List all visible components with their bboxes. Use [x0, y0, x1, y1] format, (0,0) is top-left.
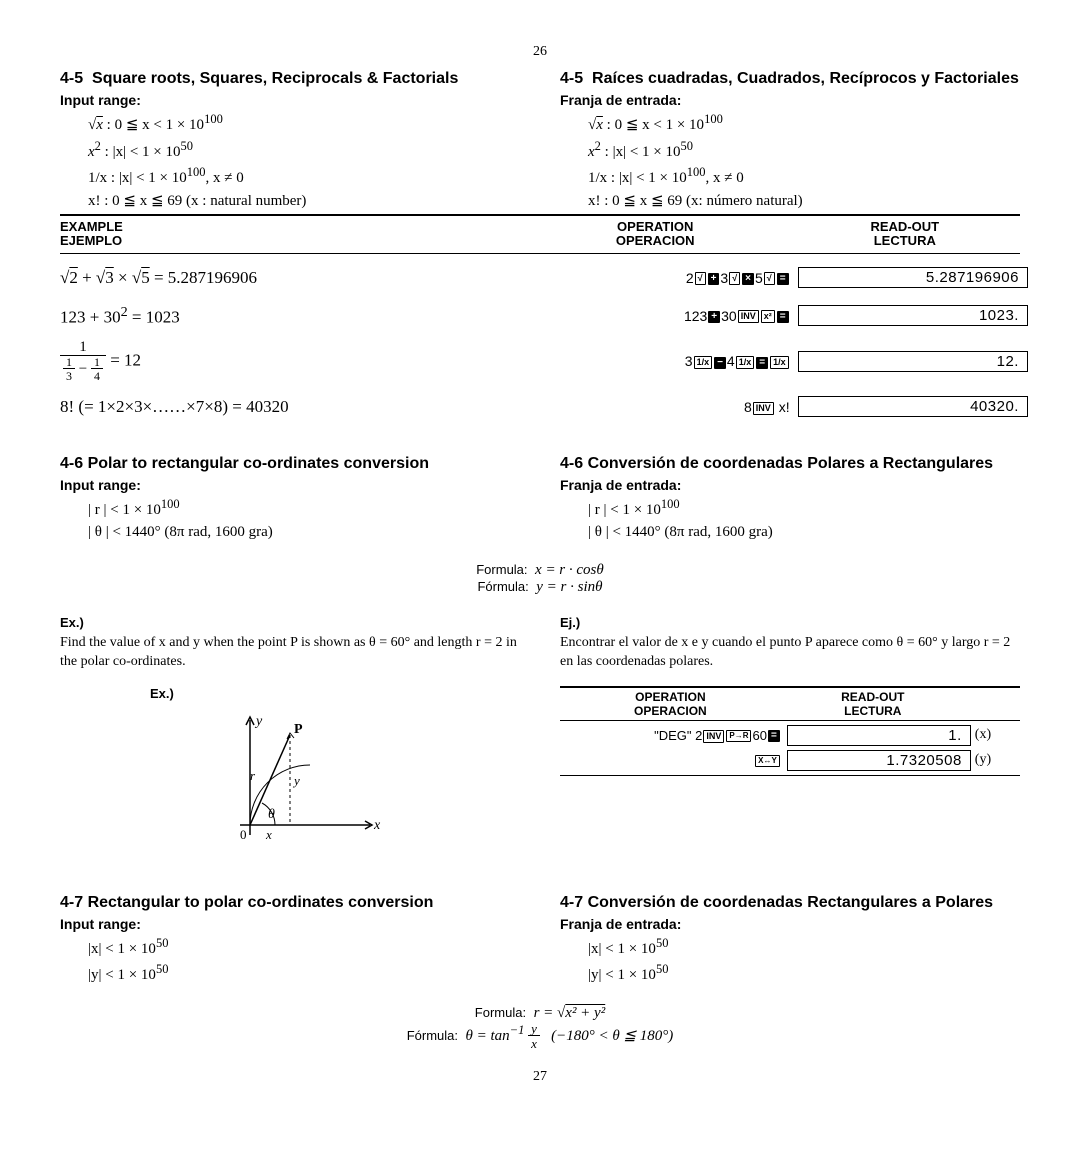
example-readout: 1023. [798, 305, 1028, 326]
heading-4-5-en: 4-5 Square roots, Squares, Reciprocals &… [90, 70, 520, 88]
svg-text:y: y [254, 714, 263, 729]
range-x-en: |x| < 1 × 1050 [88, 934, 520, 961]
range-label-46-es: Franja de entrada: [560, 477, 1020, 493]
range-sqrt-es: √x : 0 ≦ x < 1 × 10100 [588, 110, 1020, 137]
formula-47-r: r = √x² + y² [534, 1005, 606, 1021]
operation-row: "DEG" 2INVP→R60=1.(x) [560, 725, 1020, 746]
formula-46: Formula: x = r · cosθ Fórmula: y = r · s… [60, 562, 1020, 596]
heading-4-6-es: 4-6 Conversión de coordenadas Polares a … [590, 455, 1020, 473]
svg-text:r: r [250, 768, 256, 783]
range-r-en: | r | < 1 × 10100 [88, 495, 520, 522]
example-46-text: Ex.) Find the value of x and y when the … [60, 614, 1020, 672]
operation-suffix: (y) [971, 752, 1030, 768]
example-row: 8! (= 1×2×3×……×7×8) = 403208INV x!40320. [60, 393, 1020, 421]
example-46-diagram-row: Ex.) P y x 0 θ r y x [60, 680, 1020, 860]
heading-4-7-es: 4-7 Conversión de coordenadas Rectangula… [590, 894, 1020, 912]
example-46-es-body: Encontrar el valor de x e y cuando el pu… [560, 635, 1010, 669]
range-sq-es: x2 : |x| < 1 × 1050 [588, 137, 1020, 164]
range-label-47-es: Franja de entrada: [560, 916, 1020, 932]
example-row: √2 + √3 × √5 = 5.2871969062√+3√×5√=5.287… [60, 264, 1020, 292]
range-label-46-en: Input range: [60, 477, 520, 493]
section-4-5: 4-5 Square roots, Squares, Reciprocals &… [60, 70, 1020, 212]
operation-suffix: (x) [971, 727, 1030, 743]
svg-text:x: x [265, 827, 272, 842]
example-readout: 12. [798, 351, 1028, 372]
example-operation: 123+30INVx²= [521, 308, 798, 324]
range-fact-en: x! : 0 ≦ x ≦ 69 (x : natural number) [88, 190, 520, 213]
range-fact-es: x! : 0 ≦ x ≦ 69 (x: número natural) [588, 190, 1020, 213]
range-label-47-en: Input range: [60, 916, 520, 932]
example-readout: 5.287196906 [798, 267, 1028, 288]
example-46-en-body: Find the value of x and y when the point… [60, 635, 517, 669]
example-expr: 8! (= 1×2×3×……×7×8) = 40320 [60, 397, 521, 417]
range-theta-es: | θ | < 1440° (8π rad, 1600 gra) [588, 521, 1020, 544]
input-range-label-en: Input range: [60, 92, 520, 108]
svg-text:P: P [294, 722, 303, 737]
heading-4-7-en: 4-7 Rectangular to polar co-ordinates co… [90, 894, 520, 912]
formula-47: Formula: r = √x² + y² Fórmula: θ = tan−1… [60, 1005, 1020, 1052]
examples-body: √2 + √3 × √5 = 5.2871969062√+3√×5√=5.287… [60, 264, 1020, 421]
range-theta-en: | θ | < 1440° (8π rad, 1600 gra) [88, 521, 520, 544]
example-expr: 113 − 14 = 12 [60, 340, 521, 383]
operation-readout: 1.7320508 [787, 750, 971, 771]
section-4-7: 4-7 Rectangular to polar co-ordinates co… [60, 894, 1020, 987]
range-recip-es: 1/x : |x| < 1 × 10100, x ≠ 0 [588, 163, 1020, 190]
range-x-es: |x| < 1 × 1050 [588, 934, 1020, 961]
operation-readout: 1. [787, 725, 971, 746]
example-expr: √2 + √3 × √5 = 5.287196906 [60, 268, 521, 288]
formula-47-theta: θ = tan−1 yx (−180° < θ ≦ 180°) [465, 1028, 673, 1044]
operation-keys: X↔Y [560, 753, 787, 768]
example-row: 113 − 14 = 1231/x−41/x=1/x12. [60, 340, 1020, 383]
page-number-top: 26 [60, 44, 1020, 60]
range-recip-en: 1/x : |x| < 1 × 10100, x ≠ 0 [88, 163, 520, 190]
svg-text:y: y [292, 773, 300, 788]
page-number-bottom: 27 [60, 1069, 1020, 1085]
example-row: 123 + 302 = 1023123+30INVx²=1023. [60, 302, 1020, 330]
range-r-es: | r | < 1 × 10100 [588, 495, 1020, 522]
operation-row: X↔Y1.7320508(y) [560, 750, 1020, 771]
svg-text:x: x [373, 818, 381, 833]
example-expr: 123 + 302 = 1023 [60, 304, 521, 328]
polar-diagram: P y x 0 θ r y x [190, 705, 390, 855]
heading-4-6-en: 4-6 Polar to rectangular co-ordinates co… [90, 455, 520, 473]
heading-4-5-es: 4-5 Raíces cuadradas, Cuadrados, Recípro… [590, 70, 1020, 88]
example-operation: 2√+3√×5√= [521, 270, 798, 286]
svg-text:0: 0 [240, 827, 247, 842]
operation-keys: "DEG" 2INVP→R60= [560, 728, 787, 743]
range-y-en: |y| < 1 × 1050 [88, 960, 520, 987]
svg-text:θ: θ [268, 807, 275, 822]
example-readout: 40320. [798, 396, 1028, 417]
range-y-es: |y| < 1 × 1050 [588, 960, 1020, 987]
range-sqrt-en: √x : 0 ≦ x < 1 × 10100 [88, 110, 520, 137]
example-operation: 31/x−41/x=1/x [521, 353, 798, 369]
diagram-label: Ex.) [150, 686, 520, 701]
operation-table-46: OPERATIONOPERACION READ-OUTLECTURA "DEG"… [560, 686, 1020, 776]
range-sq-en: x2 : |x| < 1 × 1050 [88, 137, 520, 164]
section-4-6: 4-6 Polar to rectangular co-ordinates co… [60, 455, 1020, 544]
examples-table-header: EXAMPLEEJEMPLO OPERATIONOPERACION READ-O… [60, 218, 1020, 251]
input-range-label-es: Franja de entrada: [560, 92, 1020, 108]
example-operation: 8INV x! [521, 399, 798, 415]
